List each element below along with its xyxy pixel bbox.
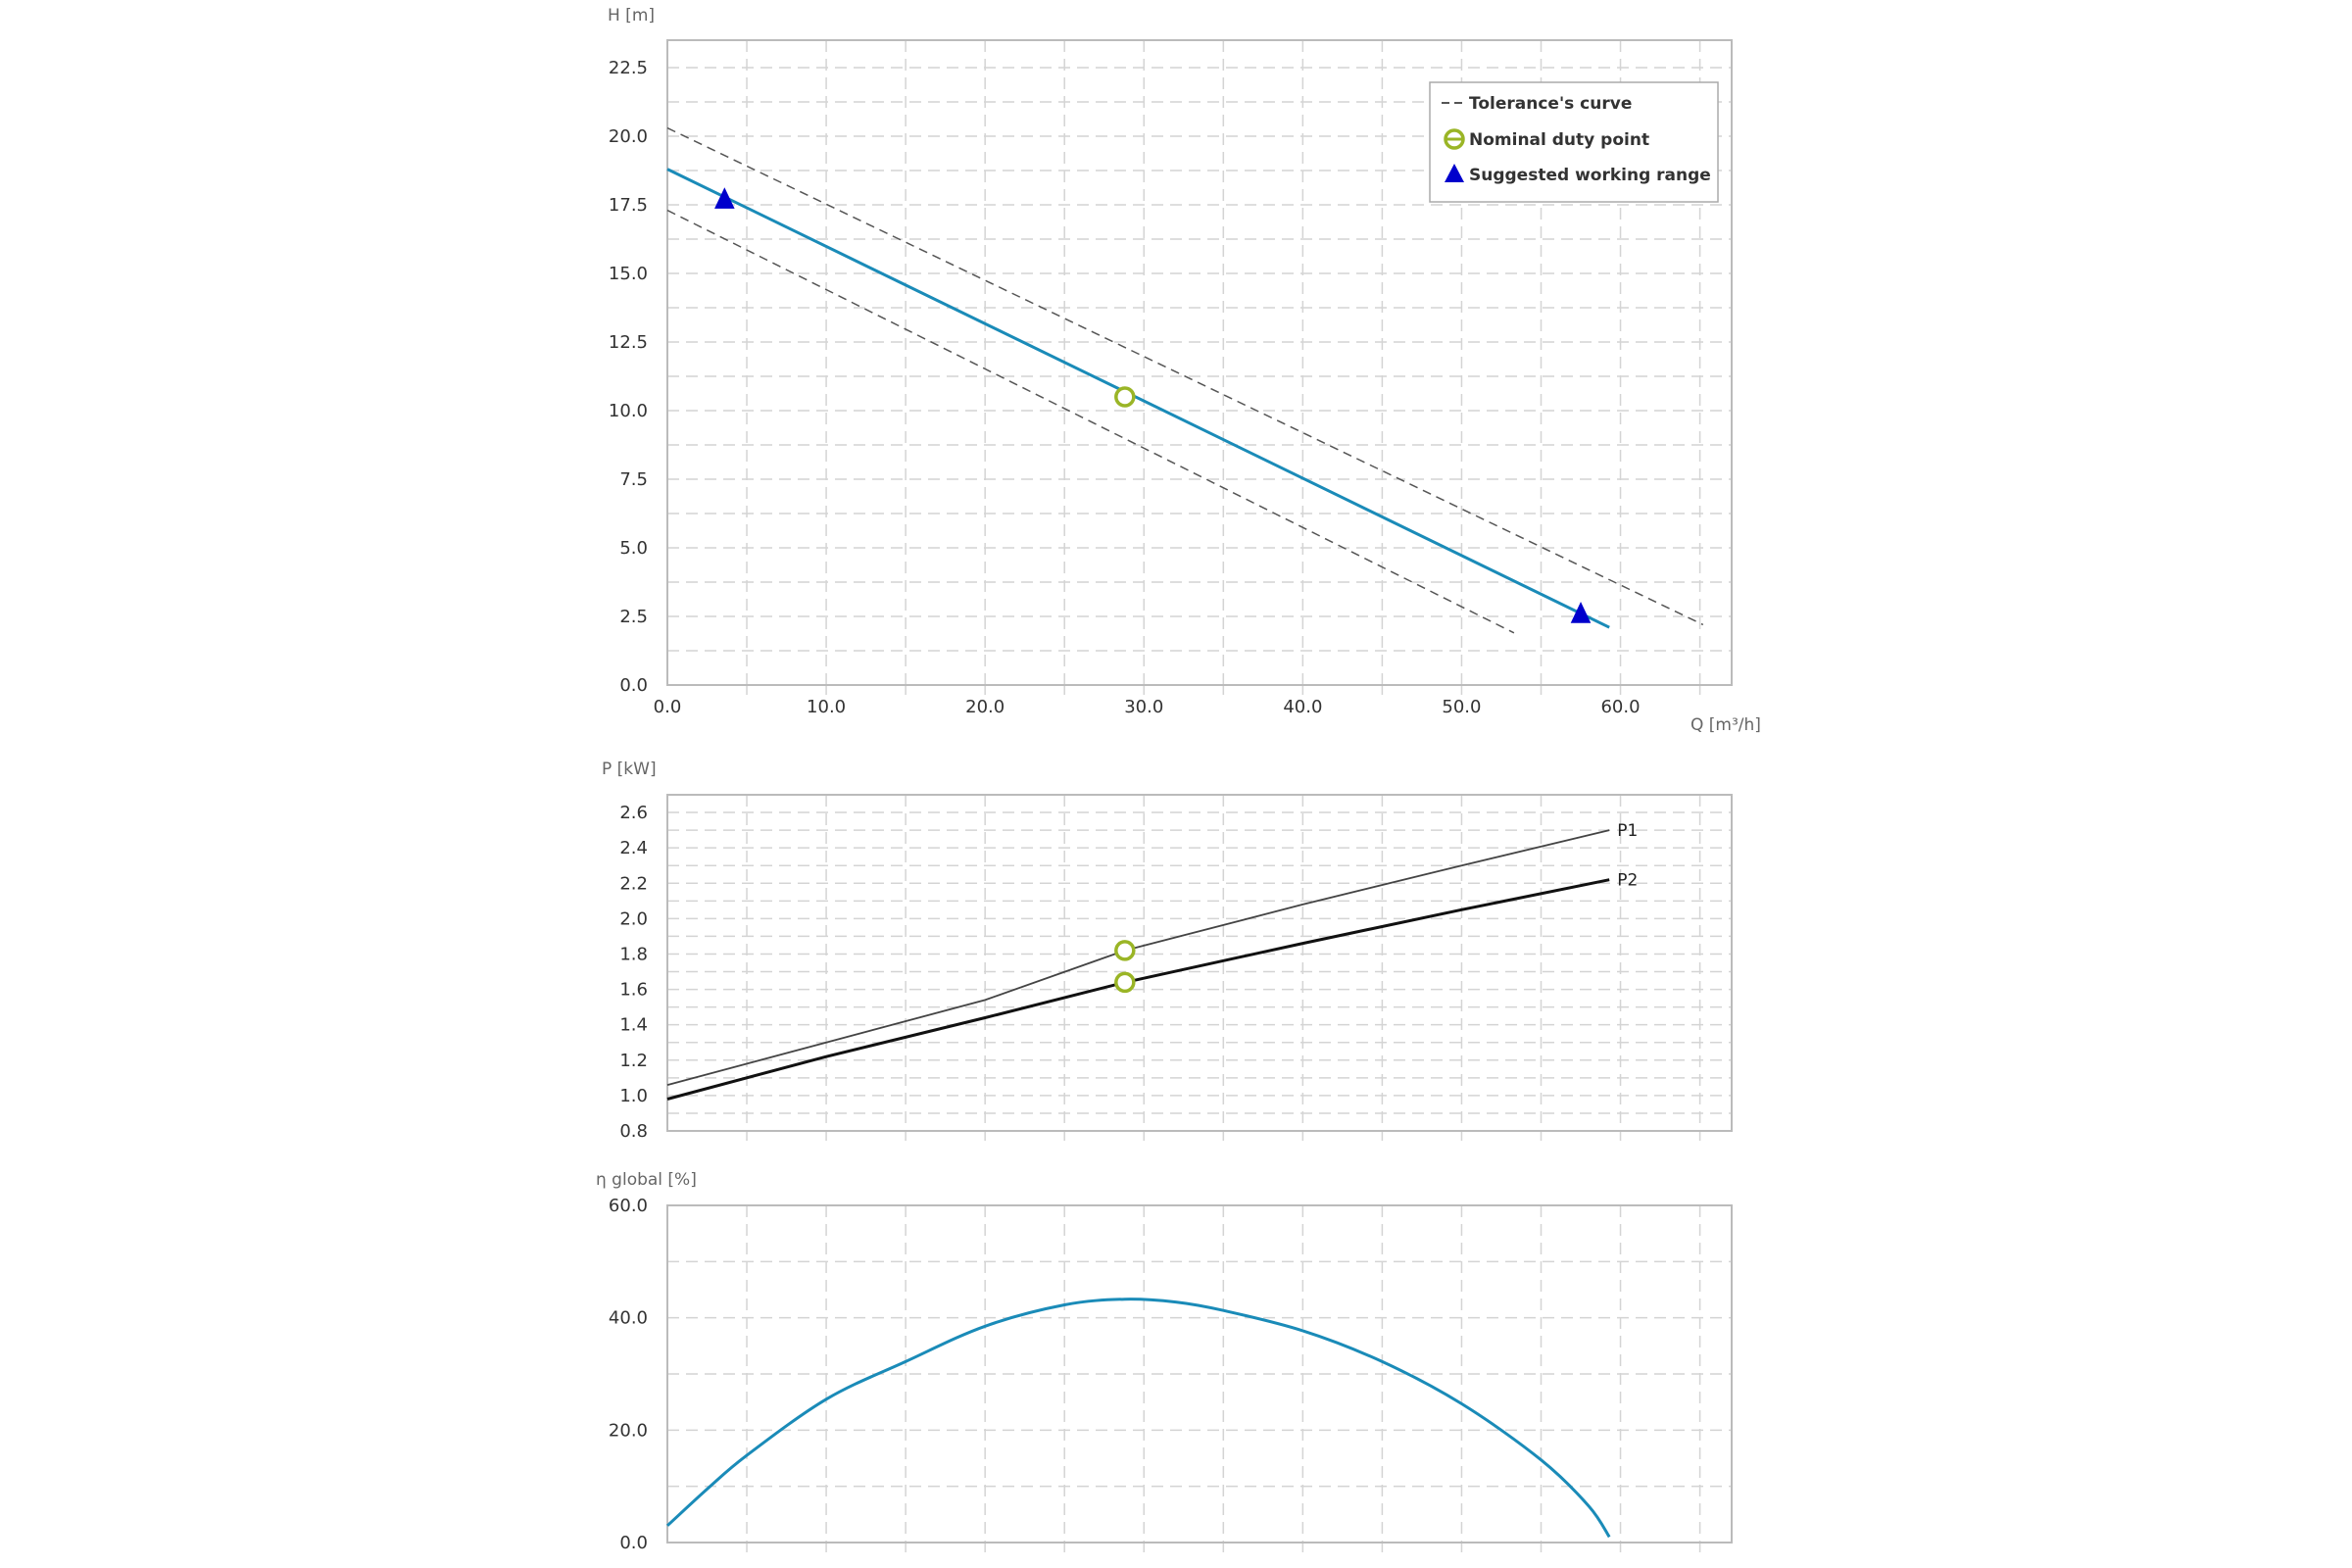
legend-label-tolerance: Tolerance's curve	[1469, 94, 1632, 114]
x-tick-label: 10.0	[807, 697, 846, 717]
y-tick-label: 5.0	[619, 538, 648, 559]
y-tick-label: 2.4	[619, 838, 648, 858]
efficiency-gridlines	[667, 1205, 1732, 1552]
y-tick-label: 10.0	[609, 401, 648, 421]
y-axis-title: P [kW]	[602, 760, 657, 779]
legend-range-swatch	[1445, 164, 1464, 182]
head-curve	[666, 168, 1610, 629]
y-tick-label: 17.5	[609, 195, 648, 216]
duty-point-p1	[1114, 940, 1136, 961]
y-tick-label: 20.0	[609, 1420, 648, 1441]
head-plot-frame	[666, 39, 1733, 686]
x-axis-title: Q [m³/h]	[1690, 715, 1761, 735]
duty-point-p2	[1114, 971, 1136, 994]
y-tick-label: 7.5	[619, 469, 648, 490]
y-tick-label: 1.2	[619, 1051, 648, 1071]
head-gridlines	[667, 40, 1732, 695]
y-tick-label: 1.0	[619, 1086, 648, 1106]
y-tick-label: 1.6	[619, 980, 648, 1001]
y-tick-label: 0.0	[619, 1533, 648, 1553]
y-tick-label: 1.4	[619, 1015, 648, 1036]
x-tick-label: 30.0	[1124, 697, 1163, 717]
series-label-p2: P2	[1617, 871, 1638, 891]
tolerance-curve-lower	[666, 209, 1515, 634]
series-label-p1: P1	[1617, 821, 1638, 841]
power-plot-frame	[666, 794, 1733, 1132]
y-axis-title: H [m]	[608, 6, 655, 25]
x-tick-label: 0.0	[654, 697, 682, 717]
tolerance-curve-upper	[666, 126, 1704, 626]
y-axis-title: η global [%]	[596, 1170, 697, 1190]
power-curve-p1	[666, 829, 1610, 1086]
legend: Tolerance's curve Nominal duty point Sugge…	[1429, 81, 1719, 203]
x-tick-label: 20.0	[965, 697, 1004, 717]
y-tick-label: 15.0	[609, 264, 648, 284]
working-range-end-marker	[1570, 602, 1592, 623]
y-tick-label: 0.8	[619, 1121, 648, 1142]
x-tick-label: 60.0	[1600, 697, 1640, 717]
y-tick-label: 2.5	[619, 607, 648, 627]
nominal-duty-point	[1114, 386, 1136, 408]
y-tick-label: 20.0	[609, 126, 648, 147]
y-tick-label: 12.5	[609, 332, 648, 353]
legend-label-range: Suggested working range	[1469, 166, 1711, 185]
efficiency-plot-frame	[666, 1204, 1733, 1544]
x-tick-label: 40.0	[1283, 697, 1322, 717]
legend-label-duty: Nominal duty point	[1469, 130, 1649, 150]
x-tick-label: 50.0	[1442, 697, 1481, 717]
y-tick-label: 2.6	[619, 803, 648, 823]
y-tick-label: 60.0	[609, 1196, 648, 1216]
working-range-start-marker	[714, 187, 735, 209]
legend-box	[1429, 81, 1719, 203]
y-tick-label: 2.2	[619, 873, 648, 894]
y-tick-label: 1.8	[619, 944, 648, 964]
efficiency-curve	[665, 1298, 1611, 1539]
y-tick-label: 2.0	[619, 908, 648, 929]
y-tick-label: 22.5	[609, 58, 648, 78]
y-tick-label: 40.0	[609, 1308, 648, 1329]
power-gridlines	[667, 795, 1732, 1141]
y-tick-label: 0.0	[619, 675, 648, 696]
